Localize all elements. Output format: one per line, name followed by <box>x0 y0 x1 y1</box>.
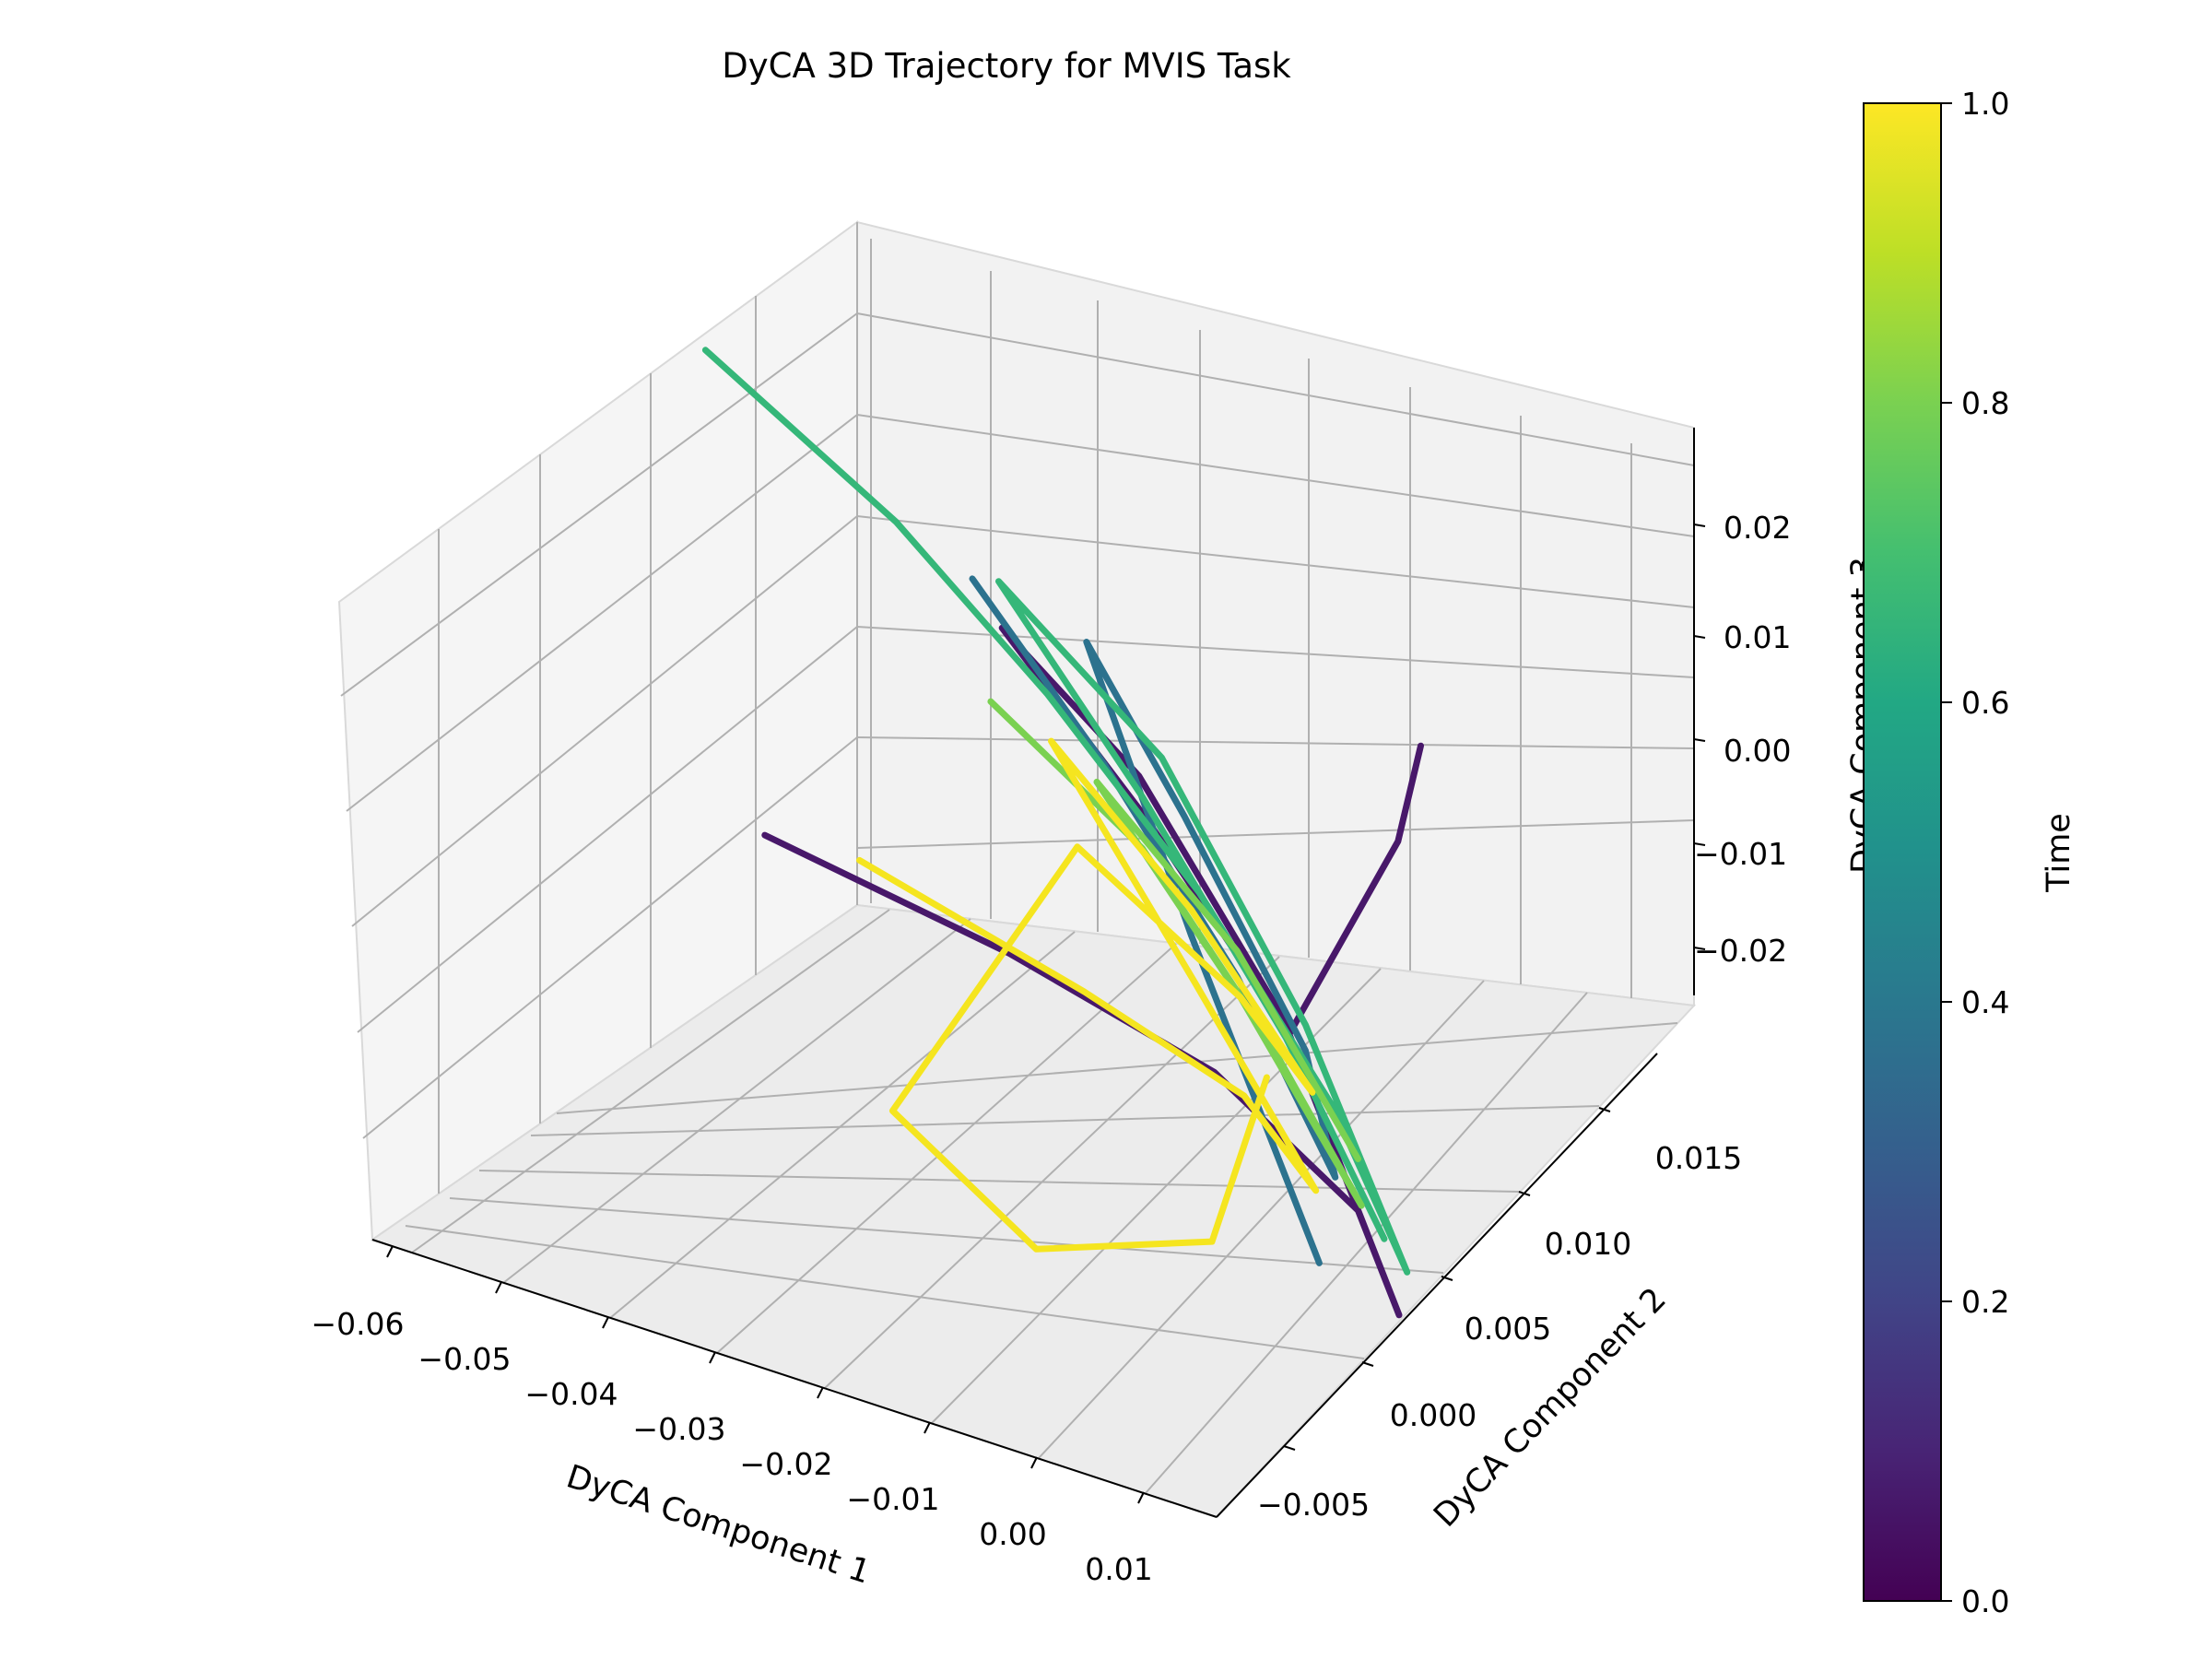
colorbar-tick-label: 1.0 <box>1961 86 2009 122</box>
y-tick-label: 0.015 <box>1655 1140 1742 1176</box>
y-tick-labels: −0.005 0.000 0.005 0.010 0.015 <box>1257 1140 1742 1523</box>
colorbar-tick-label: 0.6 <box>1961 685 2009 721</box>
x-tick-labels: −0.06 −0.05 −0.04 −0.03 −0.02 −0.01 0.00… <box>311 1306 1152 1587</box>
x-tick-label: −0.03 <box>632 1411 725 1447</box>
trajectory-series-2 <box>701 347 1411 1276</box>
x-tick-label: −0.06 <box>311 1306 404 1342</box>
y-axis-line <box>1216 1053 1658 1518</box>
gridlines <box>340 222 1695 1494</box>
y-tick-label: 0.000 <box>1390 1397 1477 1433</box>
colorbar-label: Time <box>2041 813 2077 893</box>
z-tick-label: 0.02 <box>1724 510 1791 546</box>
tick-marks <box>386 524 1706 1504</box>
x-tick-label: −0.05 <box>418 1341 511 1377</box>
y-tick-label: 0.005 <box>1465 1311 1551 1347</box>
z-tick-label: −0.01 <box>1694 836 1787 872</box>
trajectory-series-4 <box>856 737 1320 1253</box>
chart-title: DyCA 3D Trajectory for MVIS Task <box>722 46 1291 86</box>
colorbar-gradient <box>1863 102 1942 1602</box>
y-tick-label: −0.005 <box>1257 1487 1370 1523</box>
colorbar-tick-label: 0.2 <box>1961 1284 2009 1320</box>
x-tick-label: 0.01 <box>1085 1551 1152 1587</box>
z-tick-labels: −0.02 −0.01 0.00 0.01 0.02 <box>1694 510 1791 969</box>
x-tick-label: −0.01 <box>846 1481 939 1517</box>
x-tick-label: 0.00 <box>979 1516 1046 1552</box>
y-tick-label: 0.010 <box>1545 1226 1631 1262</box>
z-tick-label: 0.01 <box>1724 619 1791 655</box>
x-tick-label: −0.02 <box>739 1446 832 1482</box>
x-axis-line <box>371 1239 1218 1518</box>
colorbar-tick-label: 0.4 <box>1961 984 2009 1020</box>
x-tick-label: −0.04 <box>524 1376 618 1412</box>
colorbar-tick-label: 0.8 <box>1961 385 2009 421</box>
trajectory-group <box>701 347 1424 1319</box>
z-tick-label: −0.02 <box>1694 933 1787 969</box>
z-tick-label: 0.00 <box>1724 733 1791 769</box>
colorbar: 0.0 0.2 0.4 0.6 0.8 1.0 Time <box>1863 86 2077 1619</box>
axes-3d <box>337 220 1706 1519</box>
back-pane <box>856 220 1695 1007</box>
colorbar-tick-label: 0.0 <box>1961 1583 2009 1619</box>
